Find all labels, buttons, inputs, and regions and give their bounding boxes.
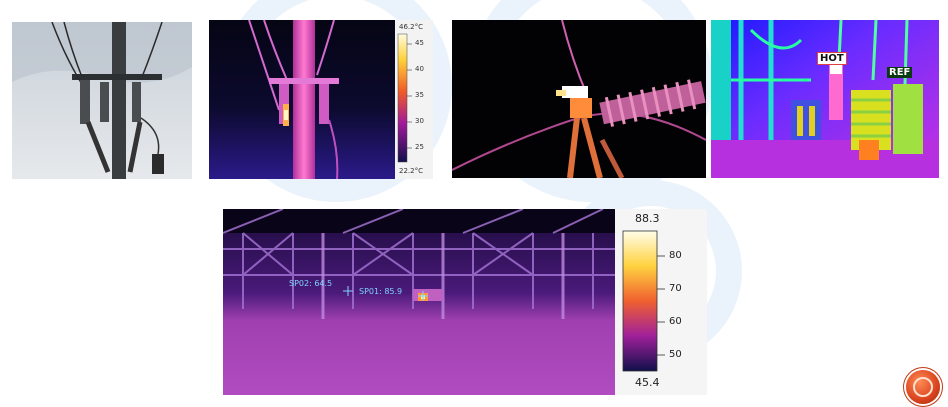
- thermal-image-pole: 46.2°C 45 40 35 30 25 22.2°C: [209, 20, 433, 179]
- ref-marker-label: REF: [887, 67, 913, 78]
- scale-tick-label: 30: [415, 117, 424, 125]
- spot-reading-sp01: SP01: 85.9: [359, 287, 403, 296]
- spot-reading-sp02: SP02: 64.5: [289, 279, 333, 288]
- scale-tick-label: 70: [669, 283, 682, 294]
- scale-tick-label: 35: [415, 91, 424, 99]
- scale-tick-label: 40: [415, 65, 424, 73]
- scale-tick-label: 25: [415, 143, 424, 151]
- scale-min-label: 45.4: [635, 376, 660, 389]
- thermal-image-substation-spots: SP02: 64.5 SP01: 85.9 88.3 80 70 60 50 4…: [223, 209, 707, 395]
- thermal-image-insulator: [452, 20, 706, 178]
- scale-tick-label: 50: [669, 349, 682, 360]
- photo-pole-visible: [12, 22, 192, 179]
- scale-min-label: 22.2°C: [399, 167, 423, 175]
- presentation-logo: [906, 370, 940, 404]
- scale-tick-label: 80: [669, 250, 682, 261]
- scale-max-label: 46.2°C: [399, 23, 423, 31]
- thermal-image-substation-hot-ref: HOT REF: [711, 20, 939, 178]
- hot-marker-label: HOT: [817, 52, 847, 65]
- scale-max-label: 88.3: [635, 212, 660, 225]
- scale-tick-label: 45: [415, 39, 424, 47]
- scale-tick-label: 60: [669, 316, 682, 327]
